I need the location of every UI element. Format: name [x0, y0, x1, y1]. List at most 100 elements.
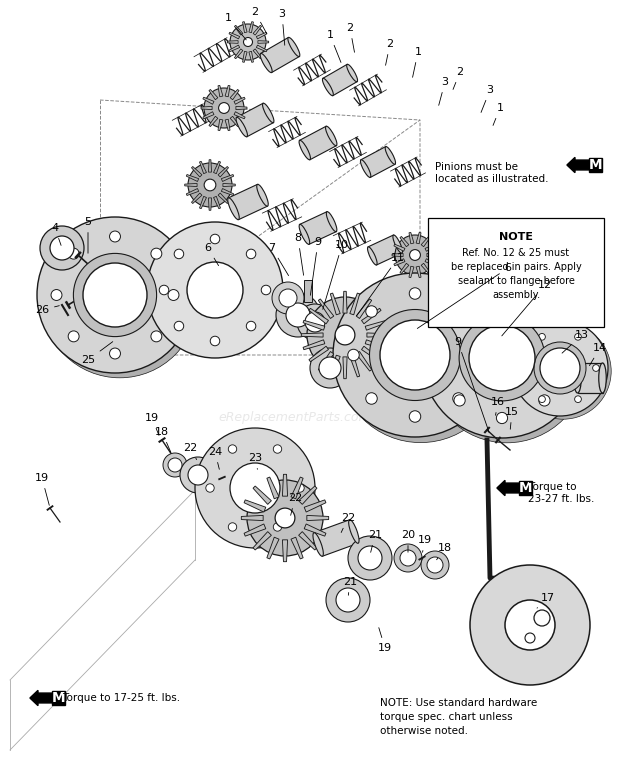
Circle shape — [83, 263, 147, 327]
Polygon shape — [409, 266, 414, 278]
Polygon shape — [253, 25, 262, 35]
Polygon shape — [307, 515, 329, 521]
Text: 9: 9 — [311, 237, 322, 296]
Text: 3: 3 — [481, 85, 494, 113]
Polygon shape — [218, 193, 229, 203]
Text: 9: 9 — [454, 337, 489, 432]
Polygon shape — [192, 193, 202, 203]
Polygon shape — [299, 532, 317, 550]
Circle shape — [228, 523, 237, 531]
Polygon shape — [309, 346, 329, 362]
Polygon shape — [253, 49, 262, 59]
Text: 22: 22 — [183, 443, 197, 460]
Polygon shape — [361, 308, 381, 324]
Circle shape — [83, 263, 147, 327]
Ellipse shape — [262, 103, 274, 123]
Circle shape — [593, 364, 600, 371]
Ellipse shape — [228, 198, 239, 220]
Polygon shape — [218, 167, 229, 177]
Circle shape — [512, 320, 608, 416]
FancyBboxPatch shape — [428, 218, 604, 327]
Polygon shape — [267, 537, 279, 559]
Circle shape — [427, 283, 587, 443]
FancyBboxPatch shape — [520, 481, 532, 495]
Text: Torque to
23-27 ft. lbs.: Torque to 23-27 ft. lbs. — [528, 482, 595, 504]
Text: M: M — [589, 158, 603, 172]
Polygon shape — [200, 161, 206, 174]
Circle shape — [556, 353, 567, 364]
Polygon shape — [230, 89, 239, 100]
Polygon shape — [218, 85, 223, 97]
Circle shape — [453, 393, 464, 404]
Text: 19: 19 — [378, 628, 392, 653]
Circle shape — [326, 578, 370, 622]
Ellipse shape — [574, 363, 582, 393]
Circle shape — [168, 289, 179, 300]
Text: 11: 11 — [356, 253, 405, 316]
Polygon shape — [343, 292, 347, 313]
Polygon shape — [253, 532, 272, 550]
Polygon shape — [303, 321, 325, 330]
Circle shape — [358, 546, 382, 570]
Circle shape — [244, 38, 252, 46]
Polygon shape — [244, 524, 266, 536]
Circle shape — [68, 248, 79, 259]
Polygon shape — [244, 500, 266, 512]
Circle shape — [195, 428, 315, 548]
Polygon shape — [330, 355, 340, 377]
Polygon shape — [186, 174, 198, 181]
Circle shape — [204, 179, 216, 191]
Circle shape — [310, 348, 350, 388]
Polygon shape — [267, 477, 279, 499]
Circle shape — [273, 523, 281, 531]
Ellipse shape — [313, 533, 324, 556]
Circle shape — [539, 396, 546, 403]
Circle shape — [246, 321, 256, 331]
Circle shape — [151, 331, 162, 342]
Polygon shape — [236, 106, 247, 109]
Circle shape — [272, 282, 304, 314]
Circle shape — [395, 235, 435, 275]
Polygon shape — [303, 340, 325, 350]
Polygon shape — [208, 160, 211, 172]
Polygon shape — [256, 32, 267, 39]
Text: 23: 23 — [248, 453, 262, 469]
Polygon shape — [400, 236, 409, 246]
Circle shape — [296, 484, 304, 492]
Circle shape — [521, 364, 528, 371]
Polygon shape — [304, 500, 326, 512]
Circle shape — [279, 289, 297, 307]
Circle shape — [540, 348, 580, 388]
Circle shape — [469, 325, 535, 391]
Polygon shape — [350, 293, 360, 315]
Polygon shape — [237, 103, 273, 137]
Text: 13: 13 — [562, 330, 589, 353]
Text: 14: 14 — [590, 343, 607, 366]
Polygon shape — [394, 259, 405, 266]
Circle shape — [246, 249, 256, 259]
Text: 22: 22 — [288, 493, 302, 515]
Circle shape — [206, 484, 214, 492]
Polygon shape — [416, 266, 421, 278]
Polygon shape — [203, 97, 214, 104]
Text: 19: 19 — [418, 535, 432, 552]
Polygon shape — [213, 196, 221, 209]
Circle shape — [421, 551, 449, 579]
Ellipse shape — [260, 53, 272, 73]
Circle shape — [470, 565, 590, 685]
Text: 20: 20 — [401, 530, 415, 552]
Polygon shape — [394, 244, 405, 251]
Polygon shape — [209, 89, 218, 100]
Polygon shape — [260, 38, 299, 73]
Text: NOTE: Use standard hardware
torque spec. chart unless
otherwise noted.: NOTE: Use standard hardware torque spec.… — [380, 698, 538, 736]
Polygon shape — [309, 308, 329, 324]
Circle shape — [307, 297, 383, 373]
Polygon shape — [242, 52, 247, 63]
Text: Torque to 17-25 ft. lbs.: Torque to 17-25 ft. lbs. — [62, 693, 180, 703]
Ellipse shape — [257, 185, 268, 206]
Polygon shape — [225, 119, 230, 131]
Text: Pinions must be
located as illustrated.: Pinions must be located as illustrated. — [435, 162, 549, 184]
Circle shape — [427, 557, 443, 573]
Polygon shape — [241, 515, 263, 521]
Circle shape — [348, 536, 392, 580]
